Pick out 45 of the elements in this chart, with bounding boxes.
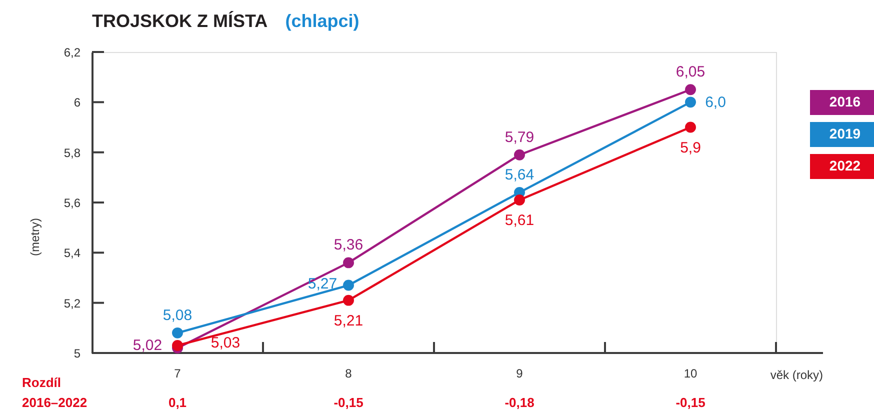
data-label: 5,21 [334, 312, 364, 330]
point [514, 149, 525, 160]
legend-label: 2022 [829, 158, 861, 174]
chart-title: TROJSKOK Z MÍSTA [92, 11, 268, 31]
data-label: 5,03 [210, 334, 240, 352]
point [685, 122, 696, 133]
data-label: 5,79 [504, 128, 534, 146]
data-label: 5,9 [680, 139, 701, 156]
legend-label: 2016 [829, 94, 861, 110]
legend-label: 2019 [829, 126, 861, 142]
point [172, 327, 183, 338]
y-tick-label: 5,4 [64, 246, 81, 260]
y-tick-label: 5 [74, 346, 81, 360]
text: -0,15 [334, 395, 364, 410]
data-label: 6,0 [705, 94, 726, 112]
data-label: 6,05 [676, 64, 706, 81]
text: -0,15 [676, 395, 706, 410]
y-axis-title: (metry) [28, 218, 42, 256]
x-tick-label: 7 [174, 366, 182, 380]
y-tick-label: 6 [74, 96, 81, 110]
y-tick-label: 5,8 [64, 146, 81, 160]
x-tick-label: 8 [345, 366, 352, 380]
y-tick-label: 5,2 [64, 296, 81, 310]
point [343, 280, 354, 291]
point [343, 257, 354, 268]
y-tick-label: 6,2 [64, 46, 81, 60]
chart-subtitle: (chlapci) [285, 11, 360, 31]
data-label: 5,08 [162, 306, 192, 324]
point [172, 340, 183, 351]
text: 0,1 [168, 395, 187, 410]
text: -0,18 [504, 395, 534, 410]
x-tick-label: 10 [684, 366, 698, 380]
data-label: 5,27 [308, 275, 338, 292]
data-label: 5,02 [132, 336, 162, 354]
data-label: 5,36 [334, 236, 364, 254]
point [343, 294, 354, 306]
data-label: 5,61 [504, 212, 534, 229]
text: Rozdíl 2016–2022 [22, 375, 88, 410]
data-label: 5,64 [504, 166, 534, 184]
point [685, 96, 696, 108]
point [685, 84, 696, 96]
y-tick-label: 5,6 [64, 196, 81, 210]
x-tick-label: 9 [516, 366, 524, 380]
point [514, 194, 525, 206]
x-axis-title: věk (roky) [770, 368, 823, 382]
